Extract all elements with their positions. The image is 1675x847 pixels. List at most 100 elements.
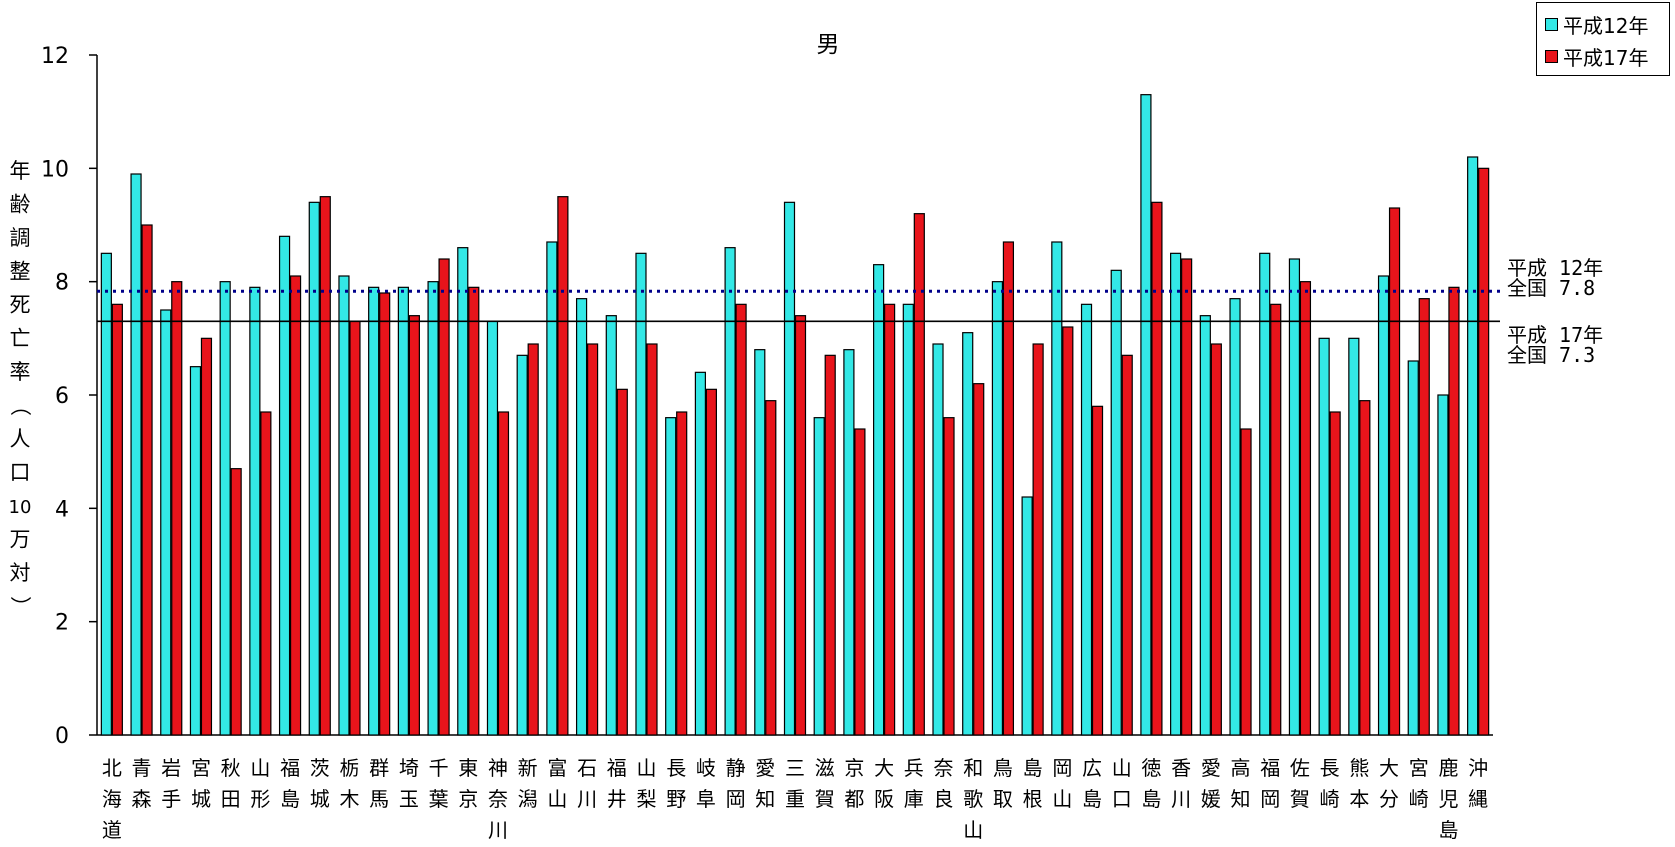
x-tick-label: 香川 — [1171, 756, 1191, 811]
y-tick-label: 0 — [55, 724, 69, 749]
bar-2000 — [427, 281, 439, 736]
bar-2000 — [694, 371, 706, 736]
y-axis-title-char: 対 — [10, 561, 31, 585]
legend-swatch-2000 — [1545, 17, 1558, 31]
x-tick-label-char: 知 — [1231, 787, 1251, 811]
x-tick-label-char: 宮 — [191, 756, 211, 780]
bar-2000 — [160, 309, 172, 736]
x-tick-label-char: 京 — [844, 756, 864, 780]
x-tick-label-char: 岡 — [726, 787, 746, 811]
bar-2005 — [319, 196, 331, 736]
x-tick-label-char: 手 — [161, 787, 181, 811]
bar-2000 — [486, 320, 499, 736]
x-tick-label: 大阪 — [874, 756, 894, 811]
bar-2005 — [468, 286, 480, 736]
y-tick-label: 4 — [55, 497, 69, 522]
x-tick-label: 熊本 — [1349, 756, 1369, 811]
x-tick-label-char: 熊 — [1349, 756, 1369, 780]
x-tick-label: 新潟 — [518, 756, 538, 811]
bar-2005 — [141, 224, 153, 736]
bar-2005 — [1270, 303, 1282, 736]
bar-2005 — [1032, 343, 1044, 736]
y-axis-title-char: 年 — [10, 159, 31, 183]
bar-2000 — [754, 349, 766, 736]
x-tick-label-char: 賀 — [1290, 787, 1310, 811]
bar-2000 — [843, 349, 855, 736]
bar-2005 — [884, 303, 896, 736]
y-axis-title-char: ） — [8, 596, 32, 617]
bar-2000 — [1051, 241, 1063, 736]
bar-2000 — [605, 315, 617, 736]
x-tick-label: 沖縄 — [1468, 756, 1488, 811]
x-tick-label-char: 山 — [547, 787, 567, 811]
x-tick-label: 長野 — [666, 756, 686, 811]
x-tick-label-char: 奈 — [488, 787, 508, 811]
bar-2000 — [1377, 275, 1390, 736]
bar-2000 — [1229, 298, 1241, 736]
bar-2000 — [1170, 252, 1182, 736]
legend-item-2000: 平成12年 — [1545, 11, 1649, 38]
x-tick-label-char: 潟 — [518, 787, 538, 811]
x-tick-label-char: 宮 — [1409, 756, 1429, 780]
y-axis-title-char: 口 — [10, 461, 31, 485]
bar-2005 — [586, 343, 599, 736]
x-tick-label-char: 森 — [132, 787, 152, 811]
x-tick-label-char: 岡 — [1260, 787, 1280, 811]
bar-2000 — [338, 275, 350, 736]
bar-2000 — [1140, 94, 1152, 736]
x-tick-label-char: 重 — [785, 787, 805, 811]
x-tick-label: 石川 — [577, 756, 597, 811]
x-tick-label: 東京 — [458, 756, 478, 811]
x-tick-label-char: 島 — [1141, 787, 1161, 811]
x-tick-label-char: 福 — [280, 756, 300, 780]
x-tick-label: 兵庫 — [904, 756, 924, 811]
legend-label-2000: 平成12年 — [1563, 13, 1649, 38]
bar-2000 — [130, 173, 142, 736]
national-average-2005-note: 平成 17年 全国 7.3 — [1507, 323, 1604, 367]
bar-2005 — [1299, 281, 1312, 736]
x-tick-label-char: 山 — [963, 818, 983, 842]
x-tick-label-char: 山 — [1052, 787, 1072, 811]
x-tick-label: 埼玉 — [399, 756, 419, 811]
x-tick-label-char: 茨 — [310, 756, 330, 780]
x-tick-label: 大分 — [1379, 756, 1399, 811]
x-tick-label-char: 島 — [280, 787, 300, 811]
x-tick-label: 愛知 — [755, 756, 775, 811]
x-tick-label: 北海道 — [102, 756, 122, 842]
x-tick-label-char: 形 — [250, 787, 270, 811]
x-tick-label-char: 三 — [785, 756, 805, 780]
bar-2005 — [735, 303, 747, 736]
x-tick-label-char: 川 — [1171, 787, 1191, 811]
legend: 平成12年 平成17年 — [1536, 2, 1670, 76]
y-axis: 0 2 4 6 8 10 12 — [41, 44, 98, 749]
x-tick-label-char: 良 — [934, 787, 954, 811]
x-tick-label-char: 縄 — [1468, 787, 1488, 811]
x-tick-label-char: 都 — [844, 787, 864, 811]
bar-2005 — [616, 388, 628, 736]
x-tick-label-char: 道 — [102, 818, 122, 842]
x-tick-label-char: 根 — [1023, 787, 1043, 811]
bar-2000 — [1110, 269, 1122, 736]
x-tick-label: 島根 — [1023, 756, 1043, 811]
bar-2000 — [962, 332, 974, 736]
x-tick-label-char: 野 — [666, 787, 686, 811]
bar-2000 — [635, 252, 647, 736]
x-tick-label: 秋田 — [221, 756, 241, 811]
x-tick-label: 岡山 — [1052, 756, 1072, 811]
x-tick-label: 山口 — [1112, 756, 1132, 811]
x-tick-label-char: 北 — [102, 756, 122, 780]
bar-2000 — [1318, 337, 1330, 736]
x-tick-label-char: 阪 — [874, 787, 894, 811]
y-tick-label: 2 — [55, 611, 69, 636]
bar-2005 — [705, 388, 717, 736]
bar-2000 — [1407, 360, 1419, 736]
bar-2000 — [457, 247, 469, 736]
bar-2000 — [189, 366, 202, 736]
bar-2005 — [1478, 167, 1490, 736]
x-tick-label: 青森 — [132, 756, 152, 811]
x-tick-label: 広島 — [1082, 756, 1102, 811]
bar-2005 — [854, 428, 866, 736]
bar-2000 — [724, 247, 736, 736]
x-tick-label: 福井 — [607, 756, 627, 811]
